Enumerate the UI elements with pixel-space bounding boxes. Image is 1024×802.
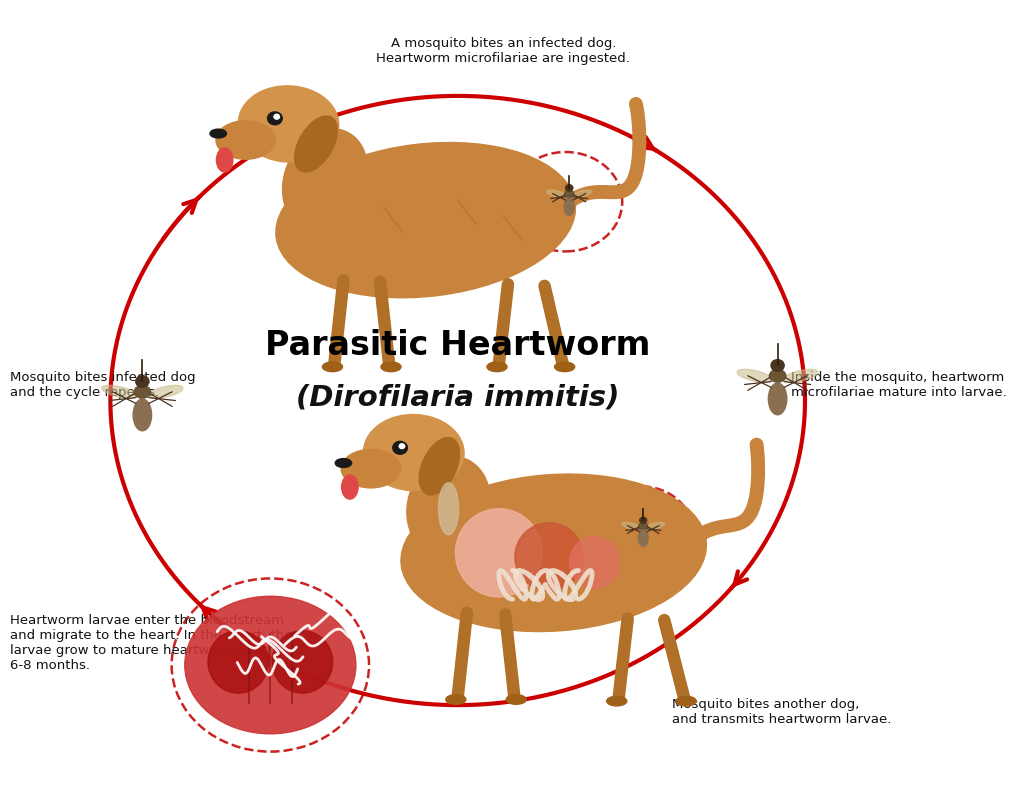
Ellipse shape — [208, 631, 268, 693]
Ellipse shape — [737, 370, 772, 383]
Ellipse shape — [239, 87, 339, 163]
Ellipse shape — [606, 696, 627, 706]
Circle shape — [640, 517, 647, 524]
Ellipse shape — [401, 475, 707, 632]
Circle shape — [771, 360, 784, 372]
Ellipse shape — [147, 386, 183, 399]
Circle shape — [267, 113, 283, 126]
Ellipse shape — [364, 415, 464, 491]
Ellipse shape — [342, 476, 358, 500]
Ellipse shape — [547, 191, 566, 198]
Ellipse shape — [769, 370, 785, 383]
Circle shape — [399, 444, 404, 449]
Ellipse shape — [272, 631, 333, 693]
Ellipse shape — [555, 363, 574, 372]
Ellipse shape — [275, 144, 575, 298]
Ellipse shape — [456, 509, 543, 597]
Ellipse shape — [638, 530, 648, 547]
Text: (Dirofilaria immitis): (Dirofilaria immitis) — [296, 383, 620, 411]
Ellipse shape — [323, 363, 343, 372]
Circle shape — [274, 115, 280, 120]
Ellipse shape — [283, 130, 368, 232]
Ellipse shape — [622, 523, 640, 529]
Ellipse shape — [676, 696, 696, 706]
Ellipse shape — [407, 457, 490, 557]
Circle shape — [136, 376, 148, 387]
Ellipse shape — [184, 597, 356, 734]
Text: Mosquito bites infected dog
and the cycle repeats.: Mosquito bites infected dog and the cycl… — [10, 371, 196, 399]
Text: Inside the mosquito, heartworm
microfilariae mature into larvae.: Inside the mosquito, heartworm microfila… — [792, 371, 1007, 399]
Ellipse shape — [133, 399, 152, 431]
Ellipse shape — [487, 363, 507, 372]
Ellipse shape — [341, 450, 400, 488]
Ellipse shape — [639, 523, 647, 529]
Text: Heartworm larvae enter the bloodstream
and migrate to the heart. In the heart, t: Heartworm larvae enter the bloodstream a… — [10, 614, 292, 671]
Ellipse shape — [768, 383, 786, 415]
Ellipse shape — [335, 459, 351, 468]
Text: A mosquito bites an infected dog.
Heartworm microfilariae are ingested.: A mosquito bites an infected dog. Heartw… — [377, 37, 631, 65]
Ellipse shape — [569, 537, 620, 589]
Ellipse shape — [564, 198, 574, 216]
Ellipse shape — [216, 149, 232, 172]
Ellipse shape — [783, 370, 818, 383]
Circle shape — [393, 442, 408, 455]
Ellipse shape — [216, 122, 275, 160]
Text: Mosquito bites another dog,
and transmits heartworm larvae.: Mosquito bites another dog, and transmit… — [673, 697, 892, 725]
Ellipse shape — [646, 523, 665, 529]
Ellipse shape — [101, 386, 137, 399]
Ellipse shape — [564, 191, 573, 198]
Ellipse shape — [134, 386, 151, 399]
Ellipse shape — [438, 483, 459, 535]
Ellipse shape — [445, 695, 466, 704]
Text: Parasitic Heartworm: Parasitic Heartworm — [265, 329, 650, 362]
Ellipse shape — [295, 117, 338, 172]
Ellipse shape — [381, 363, 401, 372]
Circle shape — [565, 185, 572, 192]
Ellipse shape — [210, 130, 226, 139]
Ellipse shape — [572, 191, 592, 198]
Ellipse shape — [506, 695, 526, 704]
Ellipse shape — [419, 438, 460, 496]
Ellipse shape — [515, 523, 584, 591]
